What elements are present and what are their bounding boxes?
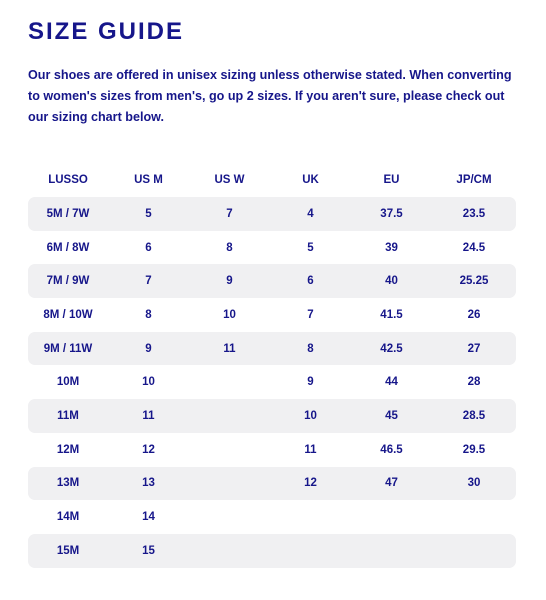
cell-uk: 10 — [304, 409, 317, 422]
header-lusso: LUSSO — [48, 174, 88, 186]
cell-us-m: 11 — [142, 409, 155, 422]
cell-lusso: 8M / 10W — [43, 308, 93, 321]
header-us-w: US W — [214, 174, 245, 186]
cell-jp-cm: 23.5 — [462, 207, 486, 220]
cell-lusso: 14M — [56, 511, 80, 524]
cell-uk: 5 — [307, 241, 314, 254]
table-row: 11M 11 10 45 28.5 — [28, 399, 516, 433]
cell-lusso: 13M — [56, 477, 80, 490]
cell-jp-cm: 28.5 — [462, 409, 486, 422]
cell-us-m: 13 — [142, 477, 155, 490]
cell-lusso: 10M — [56, 376, 80, 389]
cell-uk: 12 — [304, 477, 317, 490]
cell-eu: 46.5 — [380, 443, 403, 456]
cell-uk: 4 — [307, 207, 314, 220]
cell-eu: 45 — [385, 409, 398, 422]
cell-us-m: 7 — [145, 275, 152, 288]
cell-eu: 44 — [385, 376, 398, 389]
cell-lusso: 12M — [56, 443, 80, 456]
cell-jp-cm: 28 — [467, 376, 481, 389]
cell-eu: 42.5 — [380, 342, 403, 355]
cell-eu: 39 — [385, 241, 398, 254]
cell-us-w: 11 — [223, 342, 236, 355]
table-row: 13M 13 12 47 30 — [28, 466, 516, 501]
cell-us-w: 8 — [226, 241, 233, 254]
cell-us-m: 14 — [142, 511, 155, 524]
header-eu: EU — [383, 174, 400, 186]
cell-lusso: 7M / 9W — [46, 275, 90, 288]
cell-us-m: 12 — [142, 443, 155, 456]
cell-us-m: 10 — [142, 376, 155, 389]
cell-us-m: 6 — [145, 241, 152, 254]
cell-eu: 41.5 — [380, 308, 403, 321]
cell-us-m: 8 — [145, 308, 152, 321]
cell-lusso: 9M / 11W — [43, 342, 93, 355]
header-us-m: US M — [134, 174, 163, 186]
table-header-row: LUSSO US M US W UK EU JP/CM — [28, 163, 516, 197]
page-title: SIZE GUIDE — [28, 18, 185, 45]
cell-jp-cm: 24.5 — [462, 241, 486, 254]
cell-uk: 9 — [307, 376, 314, 389]
cell-lusso: 11M — [57, 409, 79, 422]
cell-us-m: 9 — [145, 342, 152, 355]
intro-text: Our shoes are offered in unisex sizing u… — [28, 68, 512, 124]
table-body: 5M / 7W 5 7 4 37.5 23.5 6M / 8W 6 8 5 39 24.5 7M / 9… — [28, 197, 516, 568]
table-row: 6M / 8W 6 8 5 39 24.5 — [28, 231, 516, 265]
cell-us-w: 7 — [226, 207, 233, 220]
cell-jp-cm: 29.5 — [462, 443, 486, 456]
cell-uk: 11 — [304, 443, 317, 456]
cell-lusso: 15M — [56, 544, 80, 557]
cell-jp-cm: 26 — [467, 308, 481, 321]
cell-us-m: 5 — [145, 207, 152, 220]
cell-us-w: 9 — [226, 275, 233, 288]
table-row: 14M 14 — [28, 500, 516, 534]
cell-eu: 47 — [385, 477, 398, 490]
header-jp-cm: JP/CM — [456, 174, 492, 186]
cell-eu: 37.5 — [380, 207, 403, 220]
cell-us-w: 10 — [223, 308, 236, 321]
cell-jp-cm: 27 — [467, 342, 481, 355]
table-row: 15M 15 — [28, 533, 516, 568]
table-row: 7M / 9W 7 9 6 40 25.25 — [28, 264, 516, 299]
cell-jp-cm: 25.25 — [459, 275, 489, 288]
cell-uk: 7 — [307, 308, 314, 321]
cell-lusso: 5M / 7W — [46, 207, 90, 220]
cell-uk: 8 — [307, 342, 314, 355]
cell-us-m: 15 — [142, 544, 155, 557]
cell-uk: 6 — [307, 275, 314, 288]
table-row: 12M 12 11 46.5 29.5 — [28, 433, 516, 467]
table-row: 10M 10 9 44 28 — [28, 365, 516, 399]
table-row: 5M / 7W 5 7 4 37.5 23.5 — [28, 197, 516, 231]
table-row: 9M / 11W 9 11 8 42.5 27 — [28, 331, 516, 366]
table-row: 8M / 10W 8 10 7 41.5 26 — [28, 298, 516, 332]
cell-jp-cm: 30 — [467, 477, 481, 490]
cell-lusso: 6M / 8W — [46, 241, 90, 254]
cell-eu: 40 — [385, 275, 398, 288]
size-table: LUSSO US M US W UK EU JP/CM 5M / 7W 5 7 4 37… — [28, 163, 516, 568]
header-uk: UK — [302, 174, 319, 186]
